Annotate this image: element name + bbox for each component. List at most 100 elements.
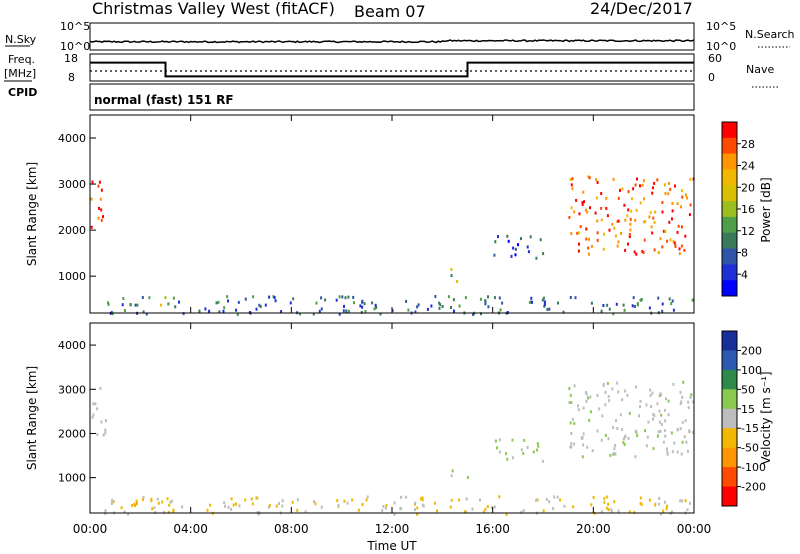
colorbar-tick-label: 16 bbox=[741, 203, 755, 216]
heatmap-cell bbox=[563, 504, 566, 508]
heatmap-cell bbox=[568, 401, 571, 404]
heatmap-cell bbox=[505, 452, 507, 456]
noise-panel-frame bbox=[89, 22, 695, 51]
heatmap-cell bbox=[569, 445, 572, 449]
heatmap-cell bbox=[499, 308, 502, 312]
heatmap-cell bbox=[586, 445, 589, 449]
heatmap-cell bbox=[318, 309, 321, 313]
heatmap-cell bbox=[512, 246, 515, 250]
heatmap-cell bbox=[359, 304, 362, 308]
heatmap-cell bbox=[600, 438, 603, 442]
heatmap-cell bbox=[681, 195, 684, 199]
heatmap-cell bbox=[487, 305, 490, 309]
heatmap-cell bbox=[590, 301, 593, 305]
heatmap-cell bbox=[606, 214, 609, 218]
heatmap-cell bbox=[613, 500, 616, 504]
heatmap-cell bbox=[672, 240, 675, 243]
heatmap-cell bbox=[511, 438, 514, 442]
freq-unit-label: [MHz] bbox=[4, 67, 36, 80]
heatmap-cell bbox=[646, 435, 649, 439]
heatmap-cell bbox=[643, 197, 646, 201]
heatmap-cell bbox=[224, 504, 226, 508]
colorbar-swatch bbox=[722, 486, 737, 507]
heatmap-cell bbox=[559, 498, 561, 502]
heatmap-cell bbox=[169, 500, 172, 504]
colorbar-swatch bbox=[722, 137, 737, 155]
heatmap-cell bbox=[676, 230, 679, 234]
heatmap-cell bbox=[642, 251, 645, 255]
colorbar-swatch bbox=[722, 350, 737, 371]
heatmap-cell bbox=[574, 296, 577, 300]
heatmap-cell bbox=[615, 302, 618, 306]
heatmap-cell bbox=[434, 295, 437, 298]
heatmap-cell bbox=[607, 508, 610, 512]
heatmap-cell bbox=[486, 505, 489, 508]
heatmap-cell bbox=[635, 385, 638, 389]
heatmap-cell bbox=[569, 421, 572, 425]
heatmap-cell bbox=[100, 420, 103, 424]
heatmap-cell bbox=[669, 187, 672, 191]
colorbar-frame bbox=[721, 330, 738, 507]
heatmap-cell bbox=[634, 218, 637, 222]
colorbar-tick-label: 12 bbox=[741, 225, 755, 238]
heatmap-cell bbox=[628, 233, 631, 236]
y-tick-label: 3000 bbox=[58, 383, 86, 396]
heatmap-cell bbox=[653, 220, 656, 224]
heatmap-cell bbox=[577, 249, 580, 253]
heatmap-cell bbox=[689, 501, 691, 505]
heatmap-cell bbox=[543, 300, 546, 304]
heatmap-cell bbox=[230, 507, 233, 511]
heatmap-cell bbox=[206, 508, 209, 512]
heatmap-cell bbox=[660, 512, 663, 516]
heatmap-cell bbox=[589, 395, 592, 399]
heatmap-cell bbox=[150, 497, 153, 501]
heatmap-cell bbox=[450, 267, 453, 271]
heatmap-cell bbox=[611, 222, 614, 226]
heatmap-cell bbox=[375, 306, 378, 309]
heatmap-cell bbox=[112, 500, 115, 504]
heatmap-cell bbox=[658, 502, 661, 506]
heatmap-cell bbox=[652, 216, 655, 220]
colorbar-swatch bbox=[722, 232, 737, 249]
heatmap-cell bbox=[324, 298, 327, 302]
colorbar-tick-label: -50 bbox=[741, 442, 759, 455]
heatmap-cell bbox=[141, 498, 144, 502]
heatmap-cell bbox=[281, 499, 284, 503]
heatmap-cell bbox=[527, 250, 530, 254]
heatmap-cell bbox=[557, 301, 559, 305]
heatmap-cell bbox=[497, 235, 499, 239]
heatmap-cell bbox=[360, 310, 363, 314]
heatmap-cell bbox=[651, 391, 654, 395]
heatmap-cell bbox=[539, 238, 542, 242]
heatmap-cell bbox=[608, 399, 611, 403]
heatmap-cell bbox=[634, 429, 637, 433]
heatmap-cell bbox=[671, 217, 673, 221]
heatmap-cell bbox=[91, 415, 94, 419]
heatmap-cell bbox=[338, 312, 341, 316]
heatmap-cell bbox=[627, 208, 630, 212]
heatmap-cell bbox=[667, 413, 670, 417]
heatmap-cell bbox=[652, 447, 655, 451]
heatmap-cell bbox=[452, 298, 455, 302]
heatmap-cell bbox=[666, 452, 669, 456]
heatmap-cell bbox=[438, 306, 441, 310]
heatmap-cell bbox=[661, 201, 664, 204]
heatmap-cell bbox=[258, 303, 261, 307]
heatmap-cell bbox=[626, 393, 629, 397]
heatmap-cell bbox=[393, 501, 396, 505]
heatmap-cell bbox=[153, 506, 156, 510]
heatmap-cell bbox=[657, 296, 660, 300]
heatmap-cell bbox=[660, 423, 663, 426]
heatmap-cell bbox=[585, 399, 588, 403]
heatmap-cell bbox=[659, 429, 662, 433]
heatmap-cell bbox=[651, 231, 654, 235]
heatmap-cell bbox=[620, 231, 623, 235]
heatmap-cell bbox=[382, 504, 385, 508]
heatmap-cell bbox=[542, 509, 545, 513]
heatmap-cell bbox=[548, 500, 551, 504]
time-axis: 00:00 04:00 08:00 12:00 16:00 20:00 00:00 bbox=[73, 115, 711, 536]
heatmap-cell bbox=[255, 496, 258, 500]
heatmap-cell bbox=[588, 252, 590, 256]
heatmap-cell bbox=[111, 312, 114, 316]
heatmap-cell bbox=[163, 510, 166, 514]
